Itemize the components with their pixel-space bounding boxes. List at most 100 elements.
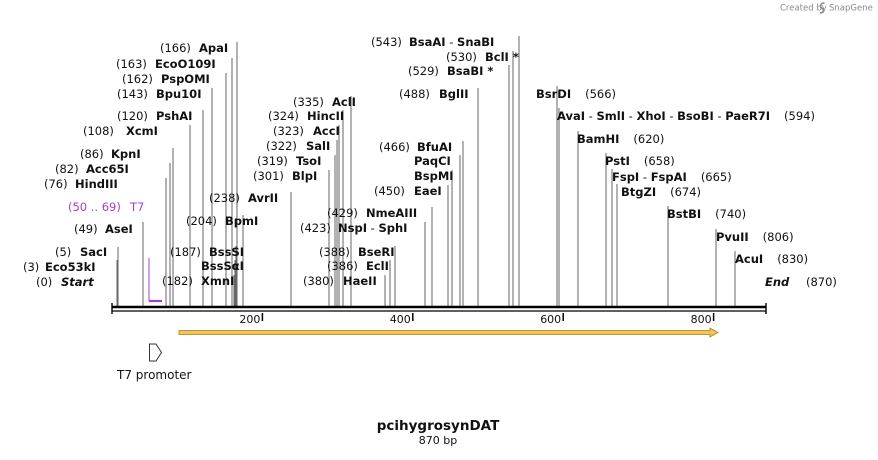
- site-name[interactable]: XmnI: [201, 274, 234, 288]
- site-name[interactable]: EclI: [366, 259, 389, 273]
- site-name[interactable]: HaeII: [343, 274, 377, 288]
- site-position: (380): [303, 274, 334, 288]
- t7-promoter-label: T7 promoter: [116, 368, 192, 382]
- site-name-part: XcmI: [126, 124, 158, 138]
- site-name[interactable]: PshAI: [156, 109, 192, 123]
- site-name[interactable]: BpmI: [225, 214, 258, 228]
- site-name-part: HaeII: [343, 274, 377, 288]
- site-name[interactable]: PaqCI: [414, 154, 451, 168]
- site-position: (594): [784, 109, 815, 123]
- site-name[interactable]: PvuII: [716, 230, 749, 244]
- site-name-part: BamHI: [577, 132, 619, 146]
- site-name[interactable]: SalI: [306, 139, 330, 153]
- site-name[interactable]: AvrII: [248, 191, 278, 205]
- site-name-separator: -: [585, 109, 596, 123]
- site-name[interactable]: KpnI: [111, 147, 141, 161]
- axis-tick-label: 800: [691, 313, 712, 326]
- site-position: (324): [268, 109, 299, 123]
- site-name[interactable]: PspOMI: [161, 72, 210, 86]
- site-position: (529): [408, 64, 439, 78]
- site-name[interactable]: AcuI: [735, 252, 763, 266]
- site-position: (806): [763, 230, 794, 244]
- site-name[interactable]: AseI: [105, 222, 133, 236]
- site-name[interactable]: Eco53kI: [45, 260, 96, 274]
- site-name-part: BglII: [439, 87, 469, 101]
- site-name[interactable]: BtgZI: [621, 185, 656, 199]
- site-position: (166): [160, 41, 191, 55]
- snapgene-brand: SnapGene: [829, 4, 873, 14]
- site-name[interactable]: HindIII: [75, 177, 118, 191]
- site-name[interactable]: HincII: [307, 109, 344, 123]
- axis-ticks: 200 400 600 800: [239, 313, 715, 326]
- site-name[interactable]: ApaI: [199, 41, 228, 55]
- sequence-backbone: [111, 303, 767, 314]
- end-label: End: [765, 275, 790, 289]
- site-name-part: AcuI: [735, 252, 763, 266]
- site-name[interactable]: EaeI: [414, 184, 442, 198]
- site-position: (5): [55, 245, 71, 259]
- site-name-part: BsoBI: [677, 109, 714, 123]
- site-name[interactable]: BstBI: [667, 207, 701, 221]
- site-position: (108): [83, 124, 114, 138]
- site-name-part: Eco53kI: [45, 260, 96, 274]
- site-name[interactable]: FspI - FspAI: [612, 170, 687, 184]
- t7-range: (50 .. 69): [68, 200, 121, 214]
- site-position: (238): [209, 191, 240, 205]
- site-name[interactable]: SacI: [80, 245, 107, 259]
- site-name[interactable]: BspMI: [414, 169, 454, 183]
- site-name-part: BpmI: [225, 214, 258, 228]
- site-name[interactable]: BfuAI: [417, 140, 452, 154]
- site-name[interactable]: Bpu10I: [156, 87, 201, 101]
- site-position: (830): [777, 252, 808, 266]
- site-name[interactable]: NspI - SphI: [338, 221, 407, 235]
- site-position: (301): [253, 169, 284, 183]
- site-name[interactable]: TsoI: [296, 154, 321, 168]
- orf-arrow[interactable]: [178, 327, 719, 338]
- start-position: (0): [36, 275, 52, 289]
- site-name[interactable]: AccI: [313, 124, 340, 138]
- site-name[interactable]: PstI: [605, 154, 630, 168]
- site-name[interactable]: BseRI: [358, 245, 395, 259]
- site-name[interactable]: EcoO109I: [155, 57, 216, 71]
- site-name-part: PstI: [605, 154, 630, 168]
- site-position: (163): [116, 57, 147, 71]
- site-name-part: BssSαI: [201, 259, 244, 273]
- site-name-part: AclI: [332, 95, 356, 109]
- site-name[interactable]: BglII: [439, 87, 469, 101]
- t7-promoter-glyph[interactable]: [149, 343, 163, 362]
- site-name[interactable]: BsaAI - SnaBI: [409, 35, 494, 49]
- site-name-part: BlpI: [292, 169, 317, 183]
- leader-lines: [116, 36, 736, 306]
- site-name-part: BstBI: [667, 207, 701, 221]
- site-position: (658): [644, 154, 675, 168]
- site-name[interactable]: BssSαI: [201, 259, 244, 273]
- site-name[interactable]: BsaBI *: [447, 64, 493, 78]
- site-name[interactable]: BlpI: [292, 169, 317, 183]
- site-name-part: SnaBI: [457, 35, 494, 49]
- site-name[interactable]: BssSI: [209, 245, 244, 259]
- site-name-part: Acc65I: [86, 162, 129, 176]
- site-position: (143): [117, 87, 148, 101]
- site-name[interactable]: BamHI: [577, 132, 619, 146]
- site-name[interactable]: Acc65I: [86, 162, 129, 176]
- site-name[interactable]: BclI *: [485, 50, 519, 64]
- site-name-part: Bpu10I: [156, 87, 201, 101]
- site-name[interactable]: AvaI - SmlI - XhoI - BsoBI - PaeR7I: [557, 109, 770, 123]
- start-label: Start: [61, 275, 94, 289]
- site-name[interactable]: AclI: [332, 95, 356, 109]
- site-position: (323): [273, 124, 304, 138]
- site-name-part: EclI: [366, 259, 389, 273]
- promoter-arrow-icon[interactable]: [149, 343, 163, 362]
- site-name[interactable]: BsrDI: [536, 87, 571, 101]
- orf-arrow-shape[interactable]: [178, 327, 719, 338]
- site-name[interactable]: NmeAIII: [366, 206, 417, 220]
- site-name[interactable]: XcmI: [126, 124, 158, 138]
- site-name-separator: -: [446, 35, 457, 49]
- site-position: (319): [257, 154, 288, 168]
- site-position: (423): [300, 221, 331, 235]
- site-name-part: PspOMI: [161, 72, 210, 86]
- credit-text: Created by: [780, 4, 827, 14]
- site-name-part: PaqCI: [414, 154, 451, 168]
